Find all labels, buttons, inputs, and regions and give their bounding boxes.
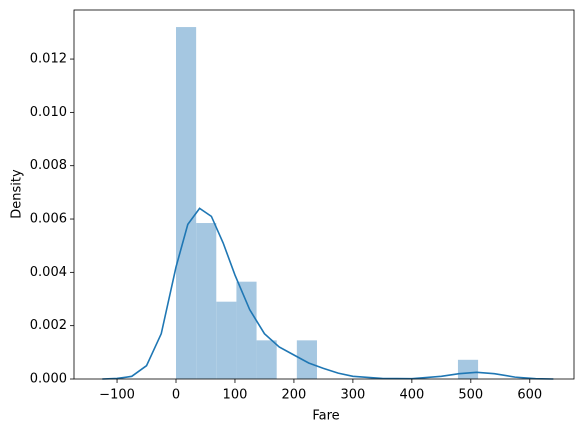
x-tick-label: 100 bbox=[223, 388, 248, 403]
histogram-bar bbox=[196, 223, 217, 379]
y-tick-label: 0.002 bbox=[30, 318, 67, 333]
x-axis-label: Fare bbox=[312, 409, 339, 424]
x-tick-label: 300 bbox=[340, 388, 365, 403]
x-tick-label: 0 bbox=[172, 388, 180, 403]
x-tick-label: 400 bbox=[399, 388, 424, 403]
histogram-bar bbox=[176, 27, 197, 379]
histogram-bar bbox=[236, 281, 257, 379]
plot-frame bbox=[73, 9, 575, 380]
y-tick-label: 0.008 bbox=[30, 158, 67, 173]
x-tick-label: 600 bbox=[517, 388, 542, 403]
y-axis-label: Density bbox=[10, 169, 25, 219]
x-tick-label: 200 bbox=[282, 388, 307, 403]
x-tick-label: −100 bbox=[99, 388, 135, 403]
histogram-bar bbox=[457, 359, 479, 379]
y-tick-label: 0.012 bbox=[30, 52, 67, 67]
y-tick-label: 0.000 bbox=[30, 372, 67, 387]
kde-line bbox=[102, 207, 554, 380]
y-tick-label: 0.006 bbox=[30, 212, 67, 227]
histogram-bar bbox=[216, 301, 237, 379]
y-tick-label: 0.010 bbox=[30, 105, 67, 120]
histogram-bar bbox=[296, 340, 317, 379]
x-tick-label: 500 bbox=[458, 388, 483, 403]
y-tick-label: 0.004 bbox=[30, 265, 67, 280]
histogram-bar bbox=[256, 340, 277, 379]
